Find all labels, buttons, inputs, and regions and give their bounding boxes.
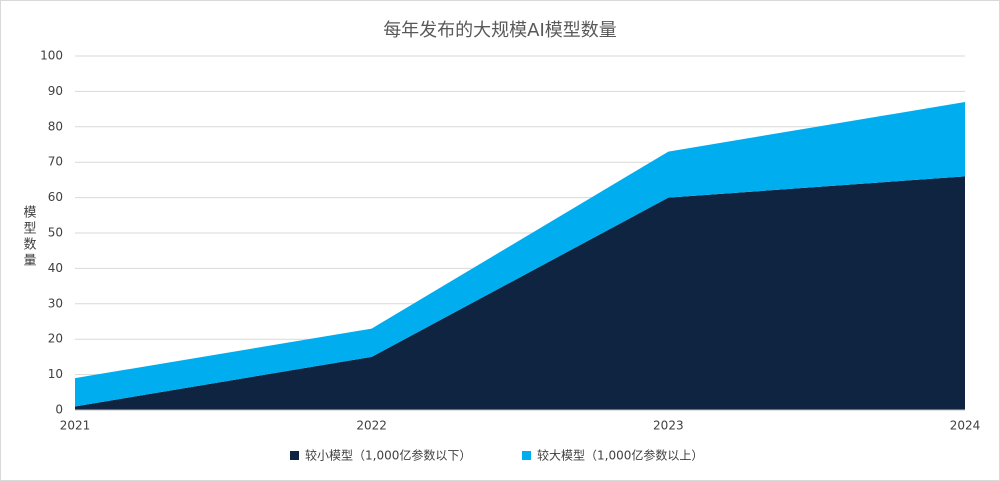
y-tick-label: 70 (48, 155, 63, 169)
y-tick-label: 50 (48, 226, 63, 240)
x-tick-label: 2022 (356, 419, 387, 433)
x-tick-label: 2021 (60, 419, 91, 433)
y-tick-label: 90 (48, 84, 63, 98)
y-axis-label: 模型数量 (21, 205, 37, 269)
y-tick-label: 100 (40, 49, 63, 63)
x-tick-label: 2024 (950, 419, 981, 433)
y-tick-label: 0 (55, 403, 63, 417)
chart-title: 每年发布的大规模AI模型数量 (383, 20, 617, 41)
y-tick-label: 10 (48, 367, 63, 381)
y-tick-label: 80 (48, 119, 63, 133)
legend-swatch (522, 451, 531, 460)
y-tick-label: 60 (48, 190, 63, 204)
y-tick-label: 20 (48, 332, 63, 346)
y-tick-label: 30 (48, 296, 63, 310)
y-tick-label: 40 (48, 261, 63, 275)
x-tick-label: 2023 (653, 419, 684, 433)
legend-swatch (290, 451, 299, 460)
area (75, 176, 965, 410)
area (75, 102, 965, 407)
legend-label: 较大模型（1,000亿参数以上） (537, 448, 703, 463)
legend-label: 较小模型（1,000亿参数以下） (305, 448, 471, 463)
